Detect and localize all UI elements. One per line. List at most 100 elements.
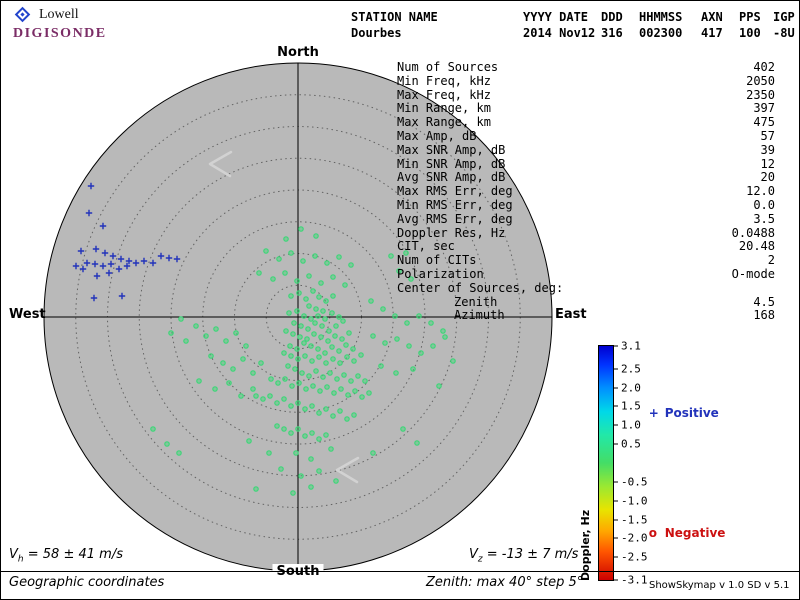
negative-source-point [291, 320, 297, 326]
stat-value: 475 [753, 115, 775, 130]
header-col-value: 2014 Nov12 [523, 26, 596, 40]
positive-source-point [105, 269, 113, 277]
compass-west-label: West [9, 307, 46, 322]
negative-source-point [150, 426, 156, 432]
stat-label: Center of Sources, deg: [397, 280, 564, 295]
stat-row: Zenith 4.5 [397, 294, 775, 310]
negative-source-point [295, 426, 301, 432]
negative-source-point [320, 308, 326, 314]
negative-source-point [286, 310, 292, 316]
negative-source-point [325, 338, 331, 344]
stat-row: Min SNR Amp, dB 12 [397, 157, 775, 172]
negative-source-point [213, 326, 219, 332]
header-col-yyyy-date: YYYY DATE 2014 Nov12 [523, 9, 601, 41]
stat-label: Avg RMS Err, deg [397, 211, 513, 226]
stat-value: 402 [753, 60, 775, 74]
colorbar-tick-label: 0.5 [621, 437, 641, 451]
negative-source-point [330, 293, 336, 299]
positive-source-point [165, 254, 173, 262]
negative-source-point [296, 290, 302, 296]
negative-source-point [223, 338, 229, 344]
negative-source-point [297, 334, 303, 340]
negative-source-point [310, 288, 316, 294]
negative-source-point [250, 370, 256, 376]
stat-row: Azimuth 168 [397, 309, 775, 323]
stat-label: Min Freq, kHz [397, 73, 491, 88]
header-col-label: STATION NAME [351, 10, 438, 24]
colorbar-tick-mark [614, 500, 618, 502]
negative-source-point [295, 400, 301, 406]
positive-source-point [93, 272, 101, 280]
negative-source-point [331, 390, 337, 396]
positive-source-point [109, 252, 117, 260]
negative-source-point [333, 478, 339, 484]
negative-source-point [298, 473, 304, 479]
negative-source-point [323, 360, 329, 366]
legend-positive-label: Positive [664, 406, 719, 420]
colorbar-tick-label: 1.0 [621, 418, 641, 432]
negative-source-point [313, 233, 319, 239]
footer-separator-line [1, 571, 799, 572]
stat-label: Max RMS Err, deg [397, 184, 513, 199]
negative-source-point [404, 320, 410, 326]
negative-source-point [275, 380, 281, 386]
positive-source-point [90, 294, 98, 302]
stat-row: Num of CITs 2 [397, 253, 775, 268]
negative-source-point [337, 360, 343, 366]
negative-source-point [302, 433, 308, 439]
negative-source-point [303, 296, 309, 302]
negative-source-point [294, 346, 300, 352]
colorbar-tick-mark [614, 424, 618, 426]
stat-label: Polarization [397, 266, 484, 281]
stat-label: Min RMS Err, deg [397, 197, 513, 212]
negative-source-point [305, 326, 311, 332]
colorbar-tick-mark [614, 481, 618, 483]
negative-source-point [418, 350, 424, 356]
negative-source-point [351, 358, 357, 364]
negative-source-point [344, 354, 350, 360]
header-col-value: -8U [773, 26, 795, 40]
source-points-layer [72, 182, 456, 496]
negative-source-point [323, 432, 329, 438]
negative-source-point [410, 366, 416, 372]
negative-source-point [337, 408, 343, 414]
stat-label: Min Range, km [397, 101, 491, 116]
negative-source-point [238, 393, 244, 399]
negative-source-point [220, 360, 226, 366]
negative-source-point [313, 306, 319, 312]
negative-source-point [301, 313, 307, 319]
negative-source-point [338, 386, 344, 392]
negative-source-point [324, 384, 330, 390]
plus-marker-icon: + [648, 406, 659, 420]
colorbar-tick-label: 3.1 [621, 339, 641, 353]
stat-row: CIT, sec 20.48 [397, 240, 775, 254]
negative-source-point [193, 323, 199, 329]
negative-source-point [240, 356, 246, 362]
colorbar-tick-mark [614, 387, 618, 389]
stat-row: Doppler Res, Hz 0.0488 [397, 226, 775, 241]
negative-source-point [282, 376, 288, 382]
stat-row: Center of Sources, deg: [397, 280, 775, 296]
positive-source-point [149, 259, 157, 267]
negative-source-point [295, 356, 301, 362]
header-col-value: 002300 [639, 26, 683, 40]
header-col-label: IGP [773, 10, 795, 24]
stat-value: 0.0 [753, 197, 775, 212]
negative-source-point [392, 313, 398, 319]
stat-value: 4.5 [753, 294, 775, 309]
compass-north-label: North [277, 45, 319, 60]
negative-source-point [408, 276, 414, 282]
negative-source-point [267, 393, 273, 399]
negative-source-point [253, 393, 259, 399]
negative-source-point [270, 276, 276, 282]
negative-source-point [341, 372, 347, 378]
negative-source-point [294, 308, 300, 314]
colorbar-tick-label: -2.5 [621, 550, 648, 564]
negative-source-point [183, 338, 189, 344]
negative-source-point [308, 343, 314, 349]
negative-source-point [348, 262, 354, 268]
header-col-station-name: STATION NAME Dourbes [351, 9, 523, 41]
negative-source-point [322, 316, 328, 322]
positive-source-point [91, 260, 99, 268]
